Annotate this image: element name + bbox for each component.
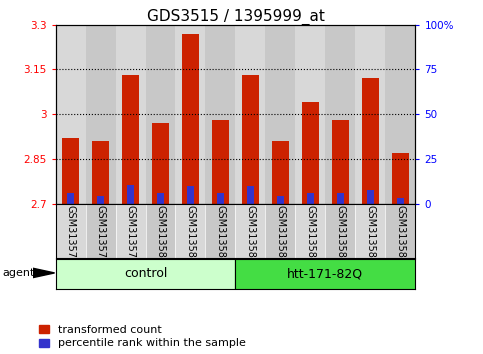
Bar xyxy=(97,196,104,204)
Bar xyxy=(127,185,134,204)
Text: GSM313586: GSM313586 xyxy=(335,205,345,264)
Text: GSM313579: GSM313579 xyxy=(126,205,136,264)
Text: control: control xyxy=(124,267,167,280)
Bar xyxy=(56,259,236,289)
Text: GSM313584: GSM313584 xyxy=(275,205,285,264)
Bar xyxy=(326,204,355,258)
Title: GDS3515 / 1395999_at: GDS3515 / 1395999_at xyxy=(146,8,325,25)
Bar xyxy=(67,193,74,204)
Bar xyxy=(247,186,254,204)
Text: GSM313585: GSM313585 xyxy=(305,205,315,264)
Bar xyxy=(266,204,296,258)
Bar xyxy=(355,25,385,204)
Bar xyxy=(175,204,205,258)
Bar xyxy=(236,25,266,204)
Bar xyxy=(152,123,169,204)
Bar xyxy=(212,120,229,204)
Bar xyxy=(397,198,404,204)
Bar xyxy=(205,25,236,204)
Text: htt-171-82Q: htt-171-82Q xyxy=(287,267,364,280)
Bar xyxy=(182,34,199,204)
Text: agent: agent xyxy=(2,268,35,278)
Bar xyxy=(236,259,415,289)
Bar xyxy=(332,120,349,204)
Bar xyxy=(326,25,355,204)
Bar xyxy=(337,193,344,204)
Polygon shape xyxy=(33,268,55,278)
Text: GSM313580: GSM313580 xyxy=(156,205,166,264)
Bar xyxy=(362,78,379,204)
Legend: transformed count, percentile rank within the sample: transformed count, percentile rank withi… xyxy=(40,325,246,348)
Bar xyxy=(277,196,284,204)
Bar xyxy=(307,193,314,204)
Bar xyxy=(115,204,145,258)
Bar xyxy=(187,186,194,204)
Text: GSM313583: GSM313583 xyxy=(245,205,256,264)
Text: GSM313582: GSM313582 xyxy=(215,205,226,264)
Bar xyxy=(62,138,79,204)
Bar xyxy=(85,204,115,258)
Bar xyxy=(56,25,85,204)
Bar xyxy=(296,204,326,258)
Bar xyxy=(266,25,296,204)
Bar xyxy=(115,25,145,204)
Text: GSM313578: GSM313578 xyxy=(96,205,105,264)
Bar xyxy=(385,204,415,258)
Text: GSM313581: GSM313581 xyxy=(185,205,196,264)
Bar xyxy=(145,25,175,204)
Bar xyxy=(92,141,109,204)
Text: GSM313588: GSM313588 xyxy=(396,205,405,264)
Bar xyxy=(205,204,236,258)
Bar xyxy=(217,193,224,204)
Bar xyxy=(296,25,326,204)
Text: GSM313577: GSM313577 xyxy=(66,205,75,264)
Bar xyxy=(392,153,409,204)
Bar xyxy=(157,193,164,204)
Bar xyxy=(85,25,115,204)
Bar xyxy=(355,204,385,258)
Bar xyxy=(367,190,374,204)
Bar xyxy=(302,102,319,204)
Bar xyxy=(272,141,289,204)
Bar xyxy=(56,204,85,258)
Bar xyxy=(242,75,259,204)
Text: GSM313587: GSM313587 xyxy=(366,205,375,264)
Bar xyxy=(175,25,205,204)
Bar xyxy=(385,25,415,204)
Bar xyxy=(145,204,175,258)
Bar xyxy=(122,75,139,204)
Bar xyxy=(236,204,266,258)
